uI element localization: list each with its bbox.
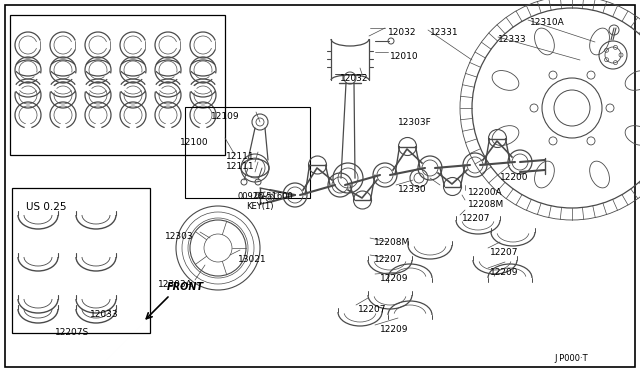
- Text: 12330: 12330: [398, 185, 427, 194]
- Bar: [255, 192, 263, 197]
- Text: 12207: 12207: [490, 248, 518, 257]
- Text: 12100: 12100: [180, 138, 209, 147]
- Text: 12207S: 12207S: [55, 328, 89, 337]
- Text: 12303: 12303: [165, 232, 194, 241]
- Text: 12010: 12010: [390, 52, 419, 61]
- Text: 12032: 12032: [388, 28, 417, 37]
- Bar: [12, 188, 150, 333]
- Text: 12208M: 12208M: [468, 200, 504, 209]
- Text: 12209: 12209: [380, 274, 408, 283]
- Text: 12200: 12200: [500, 173, 529, 182]
- Text: 12331: 12331: [430, 28, 459, 37]
- Bar: [10, 15, 225, 155]
- Text: 12310A: 12310A: [530, 18, 564, 27]
- Text: 12109: 12109: [211, 112, 239, 121]
- Text: FRONT: FRONT: [167, 282, 204, 292]
- Text: 12111: 12111: [226, 152, 255, 161]
- Text: 13021: 13021: [238, 255, 267, 264]
- Bar: [185, 107, 310, 198]
- Text: 12209: 12209: [490, 268, 518, 277]
- Text: 12208M: 12208M: [374, 238, 410, 247]
- Text: 12207: 12207: [462, 214, 490, 223]
- Text: US 0.25: US 0.25: [26, 202, 67, 212]
- Text: 12207: 12207: [374, 255, 403, 264]
- Text: 12033: 12033: [90, 310, 118, 319]
- Text: 12207: 12207: [358, 305, 387, 314]
- Text: 12032: 12032: [340, 74, 369, 83]
- Text: 12111: 12111: [226, 162, 255, 171]
- Text: 00926-51600: 00926-51600: [238, 192, 294, 201]
- Text: KEY(1): KEY(1): [246, 202, 273, 211]
- Text: 12303A: 12303A: [158, 280, 193, 289]
- Text: J P000·T: J P000·T: [554, 354, 588, 363]
- Text: 12209: 12209: [380, 325, 408, 334]
- Text: 12303F: 12303F: [398, 118, 432, 127]
- Text: 12333: 12333: [498, 35, 527, 44]
- Text: 12200A: 12200A: [468, 188, 502, 197]
